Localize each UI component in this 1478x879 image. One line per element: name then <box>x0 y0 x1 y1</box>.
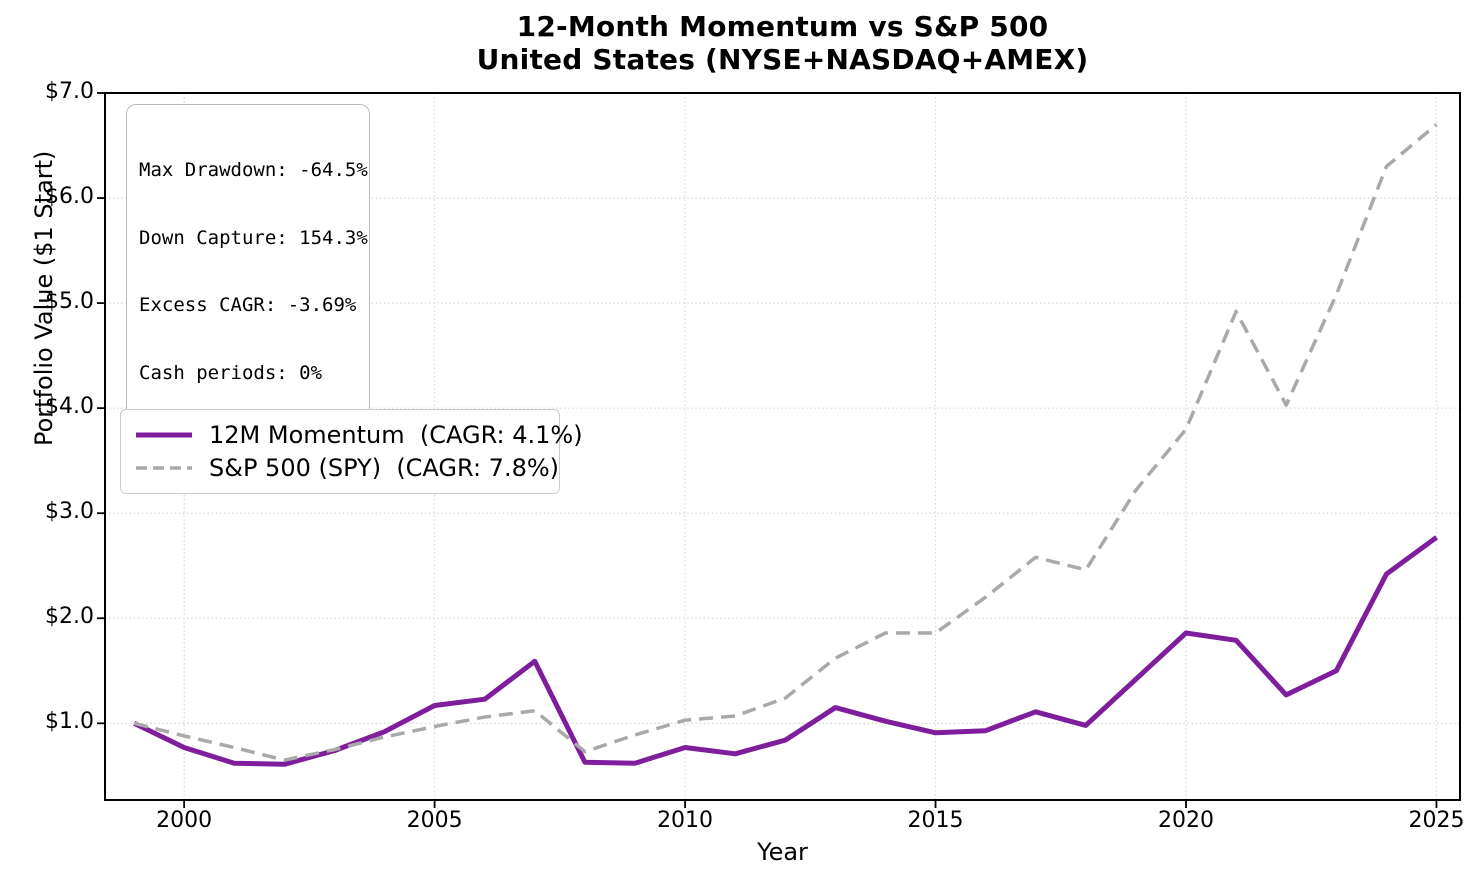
spy-line <box>133 123 1438 762</box>
y-tick-label: $3.0 <box>45 499 94 525</box>
legend-item-spy: S&P 500 (SPY) (CAGR: 7.8%) <box>121 451 559 484</box>
x-tick-label: 2005 <box>406 808 463 833</box>
stats-excess-cagr: Excess CAGR: -3.69% <box>139 294 357 316</box>
chart-title-line1: 12-Month Momentum vs S&P 500 <box>516 10 1049 43</box>
legend-label-spy: S&P 500 (SPY) (CAGR: 7.8%) <box>209 453 560 482</box>
legend: 12M Momentum (CAGR: 4.1%) S&P 500 (SPY) … <box>120 409 583 494</box>
x-axis-label: Year <box>757 838 808 866</box>
legend-label-momentum: 12M Momentum (CAGR: 4.1%) <box>209 420 583 449</box>
momentum-line <box>133 535 1438 767</box>
y-tick-label: $5.0 <box>45 289 94 315</box>
chart-title-line2: United States (NYSE+NASDAQ+AMEX) <box>476 43 1089 76</box>
stats-down-capture: Down Capture: 154.3% <box>139 226 368 249</box>
momentum-line-swatch <box>136 432 192 437</box>
stats-box: Max Drawdown: -64.5% Down Capture: 154.3… <box>126 104 370 438</box>
stats-cash-periods: Cash periods: 0% <box>139 361 323 384</box>
stats-max-drawdown: Max Drawdown: -64.5% <box>139 159 368 181</box>
legend-item-momentum: 12M Momentum (CAGR: 4.1%) <box>121 418 583 451</box>
spy-line-swatch <box>136 465 192 470</box>
y-tick-label: $1.0 <box>45 709 94 735</box>
x-tick-label: 2025 <box>1408 808 1465 833</box>
y-tick-label: $2.0 <box>45 604 94 630</box>
y-tick-label: $6.0 <box>45 184 94 210</box>
x-tick-label: 2020 <box>1157 808 1214 833</box>
x-tick-label: 2010 <box>657 808 714 833</box>
y-tick-label: $4.0 <box>45 394 94 420</box>
y-tick-label: $7.0 <box>45 79 94 104</box>
x-tick-label: 2000 <box>156 808 213 833</box>
chart-title: 12-Month Momentum vs S&P 500 United Stat… <box>105 10 1460 76</box>
x-tick-label: 2015 <box>907 808 964 833</box>
